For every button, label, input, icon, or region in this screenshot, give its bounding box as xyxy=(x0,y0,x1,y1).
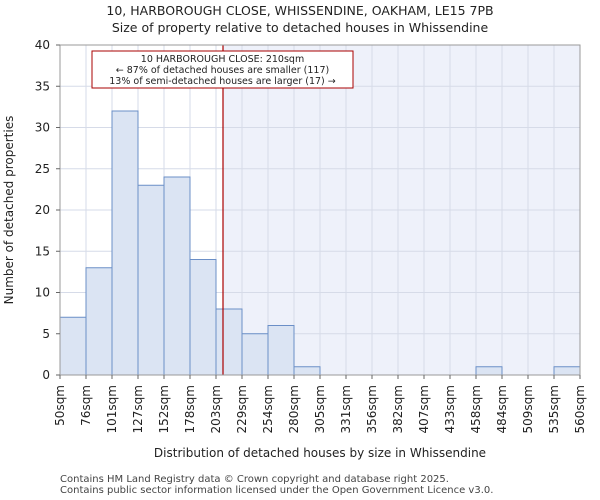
annotation-box: 10 HARBOROUGH CLOSE: 210sqm← 87% of deta… xyxy=(91,50,354,89)
histogram-bar xyxy=(163,176,191,376)
footer-licence: Contains public sector information licen… xyxy=(60,485,494,496)
histogram-bar xyxy=(59,316,87,376)
histogram-bar xyxy=(267,325,295,376)
annotation-frame xyxy=(91,50,354,89)
x-tick-label: 280sqm xyxy=(287,385,301,433)
y-tick-labels: 0 5 10 15 20 25 30 35 40 xyxy=(35,38,60,382)
x-tick-labels: 50sqm 76sqm 101sqm 127sqm 152sqm 178sqm 203sqm… xyxy=(53,375,587,433)
y-tick-label: 0 xyxy=(42,368,50,382)
y-tick-label: 15 xyxy=(35,244,50,258)
y-tick-label: 25 xyxy=(35,162,50,176)
histogram-bar xyxy=(111,110,139,376)
x-tick-label: 178sqm xyxy=(183,385,197,433)
y-tick-label: 30 xyxy=(35,121,50,135)
footer-copyright: Contains HM Land Registry data © Crown c… xyxy=(60,474,449,485)
y-tick-label: 40 xyxy=(35,38,50,52)
x-tick-label: 127sqm xyxy=(131,385,145,433)
x-tick-label: 203sqm xyxy=(209,385,223,433)
y-tick-label: 5 xyxy=(42,327,50,341)
x-tick-label: 560sqm xyxy=(573,385,587,433)
x-tick-label: 229sqm xyxy=(235,385,249,433)
chart-title: 10, HARBOROUGH CLOSE, WHISSENDINE, OAKHA… xyxy=(106,3,494,18)
histogram-bar xyxy=(85,267,113,376)
x-tick-label: 433sqm xyxy=(443,385,457,433)
histogram-bar xyxy=(137,184,165,376)
x-tick-label: 152sqm xyxy=(157,385,171,433)
x-tick-label: 407sqm xyxy=(417,385,431,433)
y-tick-label: 10 xyxy=(35,286,50,300)
x-tick-label: 382sqm xyxy=(391,385,405,433)
y-tick-label: 35 xyxy=(35,79,50,93)
x-axis-label: Distribution of detached houses by size … xyxy=(154,446,486,460)
histogram-bar xyxy=(189,259,217,376)
histogram-bar xyxy=(475,366,503,376)
x-tick-label: 509sqm xyxy=(521,385,535,433)
histogram-bar xyxy=(293,366,321,376)
histogram-bar xyxy=(241,333,269,376)
x-tick-label: 76sqm xyxy=(79,385,93,426)
x-tick-label: 331sqm xyxy=(339,385,353,433)
y-tick-label: 20 xyxy=(35,203,50,217)
x-tick-label: 50sqm xyxy=(53,385,67,426)
chart-subtitle: Size of property relative to detached ho… xyxy=(111,20,489,35)
y-axis-label: Number of detached properties xyxy=(2,116,16,305)
x-tick-label: 535sqm xyxy=(547,385,561,433)
x-tick-label: 101sqm xyxy=(105,385,119,433)
histogram-bar xyxy=(553,366,581,376)
annotation-text-line: 10 HARBOROUGH CLOSE: 210sqm xyxy=(141,54,304,65)
annotation-text-line: ← 87% of detached houses are smaller (11… xyxy=(116,65,329,76)
histogram-bars xyxy=(59,110,581,376)
x-tick-label: 356sqm xyxy=(365,385,379,433)
histogram-bar xyxy=(215,308,243,376)
x-tick-label: 305sqm xyxy=(313,385,327,433)
annotation-text-line: 13% of semi-detached houses are larger (… xyxy=(109,76,336,87)
x-tick-label: 484sqm xyxy=(495,385,509,433)
x-tick-label: 458sqm xyxy=(469,385,483,433)
x-tick-label: 254sqm xyxy=(261,385,275,433)
